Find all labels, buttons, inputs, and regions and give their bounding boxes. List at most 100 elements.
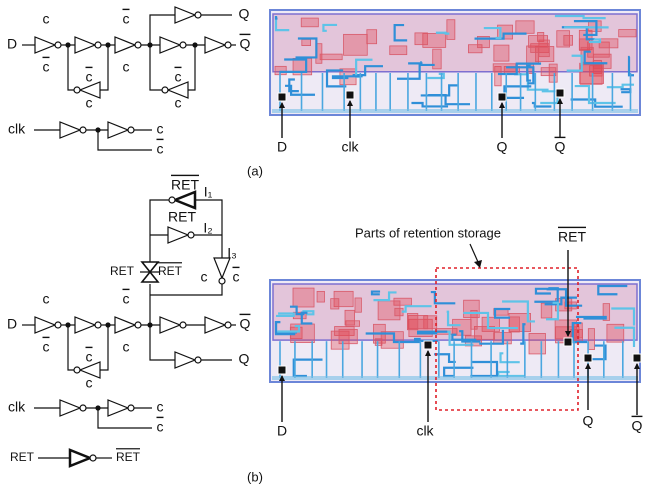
layout-metal bbox=[416, 330, 448, 335]
layout-poly bbox=[423, 315, 438, 330]
label: D bbox=[277, 139, 287, 155]
label: c bbox=[157, 419, 164, 435]
inverter bbox=[107, 399, 130, 417]
transmission-gate bbox=[140, 270, 160, 283]
layout-poly bbox=[493, 44, 510, 62]
label: I₃ bbox=[227, 245, 237, 261]
inverter bbox=[78, 361, 101, 379]
label: RET bbox=[558, 229, 586, 245]
bubble bbox=[187, 231, 195, 239]
pin bbox=[583, 353, 593, 363]
layout-metal bbox=[575, 315, 607, 320]
label: RET bbox=[158, 264, 183, 278]
layout-poly bbox=[338, 329, 358, 345]
inverter bbox=[78, 81, 101, 99]
inverter bbox=[59, 399, 82, 417]
layout-poly bbox=[344, 309, 356, 326]
label: c bbox=[86, 95, 93, 111]
layout-poly bbox=[598, 38, 619, 49]
layout-metal bbox=[370, 290, 381, 296]
bubble bbox=[179, 41, 187, 49]
bubble bbox=[54, 41, 62, 49]
arrow-head bbox=[347, 100, 353, 106]
layout-metal bbox=[300, 311, 313, 325]
bubble bbox=[79, 404, 87, 412]
layout-poly bbox=[588, 20, 602, 32]
arrow-head bbox=[634, 363, 640, 369]
bubble bbox=[194, 11, 202, 19]
wire bbox=[188, 45, 196, 91]
layout-metal bbox=[554, 14, 606, 20]
inverter bbox=[74, 316, 97, 334]
label: c bbox=[123, 11, 130, 27]
pin bbox=[345, 90, 355, 100]
pin bbox=[277, 365, 287, 375]
layout-metal bbox=[503, 85, 532, 100]
layout-poly bbox=[330, 298, 340, 310]
layout-poly bbox=[579, 64, 603, 85]
wire bbox=[195, 199, 223, 258]
layout-poly bbox=[618, 29, 637, 38]
bubble bbox=[134, 41, 142, 49]
layout-metal bbox=[534, 287, 559, 303]
layout-metal bbox=[571, 321, 588, 344]
layout-metal bbox=[373, 291, 397, 302]
label: c bbox=[157, 121, 164, 137]
layout-poly bbox=[301, 38, 311, 47]
layout-metal bbox=[592, 344, 607, 361]
layout-poly bbox=[446, 19, 456, 40]
layout-metal bbox=[435, 31, 450, 35]
arrow-head bbox=[557, 98, 563, 104]
label: clk bbox=[341, 139, 359, 155]
inverter bbox=[74, 36, 97, 54]
inverter bbox=[171, 190, 197, 210]
layout-poly bbox=[528, 333, 546, 355]
layout-metal bbox=[289, 305, 305, 316]
label: Q bbox=[239, 351, 250, 367]
layout-poly bbox=[537, 32, 545, 42]
label: D bbox=[7, 36, 17, 52]
label: c bbox=[43, 339, 50, 355]
layout-poly bbox=[548, 63, 558, 83]
layout-poly bbox=[414, 32, 428, 46]
label: RET bbox=[110, 264, 135, 278]
layout-poly bbox=[563, 35, 573, 46]
layout-metal bbox=[463, 311, 518, 330]
wire bbox=[100, 45, 109, 91]
layout-poly bbox=[389, 45, 408, 56]
label: Q bbox=[583, 413, 594, 429]
layout-poly bbox=[587, 328, 595, 350]
bubble bbox=[73, 86, 81, 94]
label: Q bbox=[239, 6, 250, 22]
layout-poly bbox=[602, 303, 611, 321]
layout-poly bbox=[580, 46, 594, 63]
inverter bbox=[204, 36, 227, 54]
layout-metal bbox=[365, 332, 421, 344]
layout-poly bbox=[292, 287, 315, 308]
inverter bbox=[114, 36, 137, 54]
layout-metal bbox=[493, 307, 511, 319]
bubble bbox=[194, 356, 202, 364]
layout-metal bbox=[420, 61, 435, 67]
layout-metal bbox=[544, 296, 577, 306]
label: c bbox=[123, 339, 130, 355]
transmission-gate bbox=[140, 261, 160, 274]
arrow-head bbox=[279, 375, 285, 381]
layout-metal bbox=[520, 323, 526, 345]
layout-metal bbox=[430, 290, 456, 305]
layout-poly bbox=[556, 30, 570, 48]
label: Q bbox=[555, 139, 566, 155]
layout-poly bbox=[494, 66, 502, 87]
layout-poly bbox=[538, 39, 550, 58]
layout-poly bbox=[316, 290, 325, 303]
layout-poly bbox=[579, 62, 604, 84]
layout-poly bbox=[380, 331, 404, 349]
layout-metal bbox=[597, 284, 628, 296]
layout-metal bbox=[583, 50, 608, 65]
arrow-head bbox=[585, 363, 591, 369]
label: D bbox=[277, 423, 287, 439]
layout-metal bbox=[277, 324, 301, 333]
label: c bbox=[86, 375, 93, 391]
layout-metal bbox=[545, 301, 560, 321]
inverter bbox=[34, 36, 57, 54]
